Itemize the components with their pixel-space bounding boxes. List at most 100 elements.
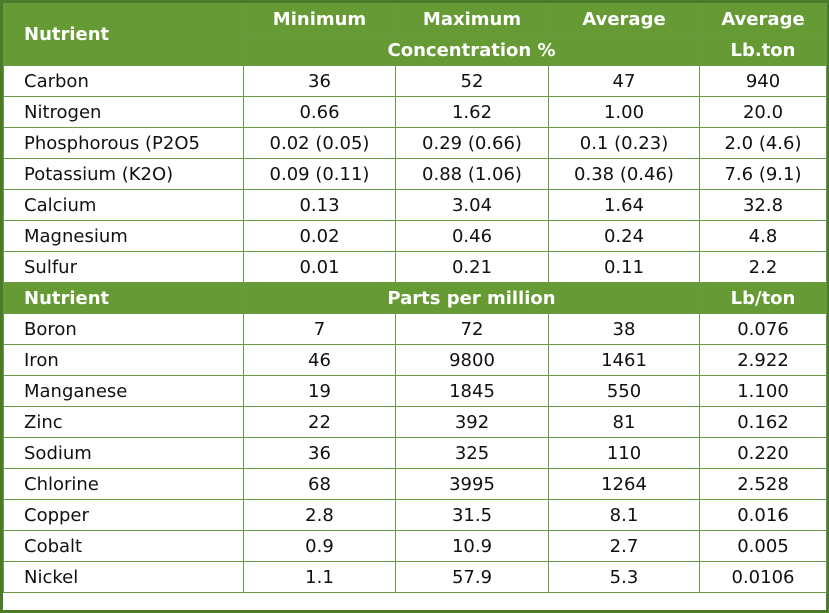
nutrient-name-cell: Sodium [3,437,244,469]
table-row: Manganese 19 1845 550 1.100 [3,375,827,407]
nutrient-name-cell: Nitrogen [3,96,244,128]
lb-ton-cell: 7.6 (9.1) [699,158,827,190]
macronutrient-rows: Carbon 36 52 47 940 Nitrogen 0.66 1.62 1.00 20.0 P… [3,65,827,283]
average-cell: 0.1 (0.23) [548,127,700,159]
header-nutrient-2: Nutrient [3,282,244,314]
maximum-cell: 0.46 [395,220,549,252]
lb-ton-cell: 32.8 [699,189,827,221]
lb-ton-cell: 2.528 [699,468,827,500]
lb-ton-cell: 0.016 [699,499,827,531]
average-cell: 47 [548,65,700,97]
header-ppm: Parts per million [243,282,700,314]
maximum-cell: 31.5 [395,499,549,531]
nutrient-name-cell: Manganese [3,375,244,407]
lb-ton-cell: 0.005 [699,530,827,562]
table-row: Cobalt 0.9 10.9 2.7 0.005 [3,530,827,562]
maximum-cell: 0.88 (1.06) [395,158,549,190]
table-row: Iron 46 9800 1461 2.922 [3,344,827,376]
nutrient-name-cell: Boron [3,313,244,345]
lb-ton-cell: 0.162 [699,406,827,438]
maximum-cell: 57.9 [395,561,549,593]
lb-ton-cell: 0.0106 [699,561,827,593]
average-cell: 0.24 [548,220,700,252]
lb-ton-cell: 940 [699,65,827,97]
average-cell: 110 [548,437,700,469]
lb-ton-cell: 2.0 (4.6) [699,127,827,159]
table-row: Zinc 22 392 81 0.162 [3,406,827,438]
lb-ton-cell: 20.0 [699,96,827,128]
maximum-cell: 9800 [395,344,549,376]
table-row: Carbon 36 52 47 940 [3,65,827,97]
minimum-cell: 46 [243,344,396,376]
lb-ton-cell: 2.2 [699,251,827,283]
minimum-cell: 19 [243,375,396,407]
header-row-3: Nutrient Parts per million Lb/ton [3,282,827,314]
nutrient-name-cell: Phosphorous (P2O5 [3,127,244,159]
average-cell: 5.3 [548,561,700,593]
nutrient-name-cell: Potassium (K2O) [3,158,244,190]
lb-ton-cell: 1.100 [699,375,827,407]
lb-ton-cell: 2.922 [699,344,827,376]
header-maximum: Maximum [395,3,549,35]
average-cell: 1264 [548,468,700,500]
header-minimum: Minimum [243,3,396,35]
lb-ton-cell: 0.076 [699,313,827,345]
header-lbton: Lb.ton [699,34,827,66]
average-cell: 0.38 (0.46) [548,158,700,190]
nutrient-name-cell: Iron [3,344,244,376]
average-cell: 1461 [548,344,700,376]
maximum-cell: 72 [395,313,549,345]
average-cell: 0.11 [548,251,700,283]
header-lbton-2: Lb/ton [699,282,827,314]
average-cell: 2.7 [548,530,700,562]
minimum-cell: 0.02 (0.05) [243,127,396,159]
header-row-2: Concentration % Lb.ton [4,34,827,66]
nutrient-name-cell: Magnesium [3,220,244,252]
header-average-lb: Average [699,3,827,35]
minimum-cell: 2.8 [243,499,396,531]
table-row: Sulfur 0.01 0.21 0.11 2.2 [3,251,827,283]
maximum-cell: 3995 [395,468,549,500]
table-row: Nickel 1.1 57.9 5.3 0.0106 [3,561,827,593]
table-row: Copper 2.8 31.5 8.1 0.016 [3,499,827,531]
table-row: Sodium 36 325 110 0.220 [3,437,827,469]
table-row: Nitrogen 0.66 1.62 1.00 20.0 [3,96,827,128]
minimum-cell: 1.1 [243,561,396,593]
table-row: Potassium (K2O) 0.09 (0.11) 0.88 (1.06) 0.3… [3,158,827,190]
minimum-cell: 7 [243,313,396,345]
minimum-cell: 0.09 (0.11) [243,158,396,190]
header-average: Average [548,3,700,35]
nutrient-name-cell: Zinc [3,406,244,438]
maximum-cell: 0.21 [395,251,549,283]
nutrient-name-cell: Copper [3,499,244,531]
table-row: Phosphorous (P2O5 0.02 (0.05) 0.29 (0.66) 0… [3,127,827,159]
table-row: Calcium 0.13 3.04 1.64 32.8 [3,189,827,221]
nutrient-name-cell: Carbon [3,65,244,97]
nutrient-name-cell: Chlorine [3,468,244,500]
lb-ton-cell: 4.8 [699,220,827,252]
minimum-cell: 68 [243,468,396,500]
nutrient-table: Nutrient Minimum Maximum Average Average… [3,3,827,593]
average-cell: 81 [548,406,700,438]
table-row: Chlorine 68 3995 1264 2.528 [3,468,827,500]
minimum-cell: 0.13 [243,189,396,221]
header-nutrient: Nutrient [3,3,244,66]
maximum-cell: 325 [395,437,549,469]
maximum-cell: 1845 [395,375,549,407]
average-cell: 550 [548,375,700,407]
header-row-1: Nutrient Minimum Maximum Average Average [3,3,827,66]
lb-ton-cell: 0.220 [699,437,827,469]
table-row: Boron 7 72 38 0.076 [3,313,827,345]
minimum-cell: 22 [243,406,396,438]
minimum-cell: 0.9 [243,530,396,562]
average-cell: 1.00 [548,96,700,128]
nutrient-name-cell: Calcium [3,189,244,221]
minimum-cell: 0.66 [243,96,396,128]
maximum-cell: 52 [395,65,549,97]
nutrient-name-cell: Nickel [3,561,244,593]
average-cell: 38 [548,313,700,345]
minimum-cell: 0.01 [243,251,396,283]
header-concentration: Concentration % [243,34,700,66]
nutrient-name-cell: Cobalt [3,530,244,562]
